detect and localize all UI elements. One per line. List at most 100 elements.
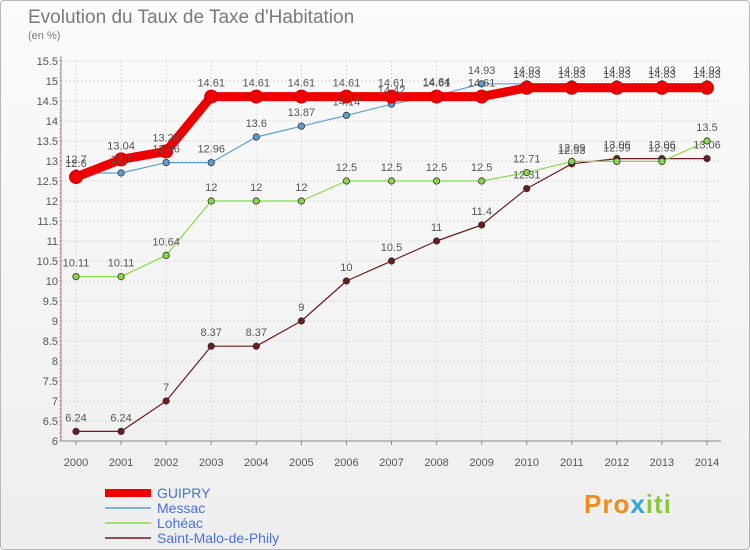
data-label: 14.83 [513, 69, 541, 81]
y-tick-label: 6.5 [43, 416, 58, 428]
x-tick-label: 2014 [695, 457, 719, 469]
data-label: 13.24 [152, 132, 180, 144]
data-label: 14.93 [468, 65, 496, 77]
data-point [207, 159, 215, 167]
x-tick-label: 2006 [334, 457, 358, 469]
data-label: 12.99 [558, 142, 586, 154]
logo-part-1: Pro [584, 489, 631, 519]
data-label: 14.93 [558, 65, 586, 77]
data-label: 6.24 [65, 412, 86, 424]
data-point [117, 427, 125, 435]
data-label: 12.71 [513, 154, 541, 166]
proxiti-logo: Proxiti [584, 489, 672, 520]
data-point [297, 317, 305, 325]
data-point [384, 89, 399, 104]
data-label: 12.93 [558, 145, 586, 157]
data-label: 14.61 [378, 78, 406, 90]
data-label: 13.87 [288, 107, 316, 119]
data-point [387, 257, 396, 265]
data-point [117, 272, 125, 281]
legend-label: Saint-Malo-de-Phily [157, 530, 279, 546]
y-tick-label: 9.5 [43, 296, 58, 308]
data-point [523, 169, 531, 177]
data-point [297, 197, 305, 205]
y-tick-label: 10.5 [37, 256, 58, 268]
data-point [339, 89, 354, 104]
data-label: 13.6 [246, 118, 267, 130]
data-label: 10.11 [108, 258, 135, 270]
data-point [72, 427, 80, 435]
x-tick-label: 2011 [560, 457, 584, 469]
data-point [159, 144, 174, 159]
y-tick-label: 12.5 [37, 176, 58, 188]
y-tick-label: 6 [52, 436, 58, 448]
data-point [478, 221, 486, 229]
data-label: 10.11 [63, 258, 90, 270]
data-point [519, 80, 534, 95]
y-tick-label: 12 [46, 196, 58, 208]
data-point [342, 111, 351, 120]
data-label: 13.5 [696, 122, 717, 134]
data-label: 10 [340, 262, 352, 274]
data-label: 12.96 [152, 144, 180, 156]
data-point [478, 80, 486, 88]
data-label: 11.4 [471, 206, 492, 218]
data-label: 12 [295, 182, 307, 194]
data-point [613, 157, 621, 165]
data-label: 14.83 [558, 69, 586, 81]
data-label: 9 [298, 302, 304, 314]
data-label: 14.14 [333, 96, 361, 108]
data-point [387, 177, 396, 185]
y-tick-label: 7.5 [43, 376, 58, 388]
data-label: 14.93 [603, 65, 631, 77]
data-label: 12.6 [65, 158, 86, 170]
data-label: 14.93 [513, 65, 541, 77]
y-tick-label: 8.5 [43, 336, 58, 348]
data-label: 14.83 [693, 69, 721, 81]
chart-title: Evolution du Taux de Taxe d'Habitation [28, 7, 355, 28]
x-tick-label: 2003 [199, 457, 223, 469]
data-label: 14.61 [468, 78, 496, 90]
data-point [342, 177, 351, 185]
y-tick-label: 15.5 [37, 56, 58, 68]
data-label: 12.99 [648, 142, 676, 154]
legend-label: Messac [157, 500, 205, 516]
legend-label: GUIPRY [157, 485, 211, 501]
data-label: 14.61 [288, 78, 316, 90]
data-label: 7 [163, 382, 169, 394]
data-label: 12.5 [336, 162, 357, 174]
logo-part-2: x [630, 489, 646, 519]
data-label: 13.06 [648, 140, 676, 152]
data-label: 12.99 [603, 142, 631, 154]
y-tick-label: 9 [52, 316, 58, 328]
data-label: 6.24 [110, 412, 131, 424]
data-point [252, 197, 260, 205]
data-label: 10.5 [381, 242, 402, 254]
data-label: 12.5 [471, 162, 492, 174]
data-point [162, 159, 170, 167]
data-label: 14.61 [197, 78, 225, 90]
y-tick-label: 15 [46, 76, 58, 88]
y-tick-label: 8 [52, 356, 58, 368]
x-tick-label: 2000 [64, 457, 88, 469]
data-labels: 6.24 6.24 7 8.37 8.37 9 10 10.5 11 11.4 12.31 12.93… [63, 65, 721, 425]
data-label: 8.37 [246, 327, 267, 339]
data-point [429, 89, 444, 104]
data-label: 11 [431, 222, 442, 234]
data-point [703, 137, 711, 145]
series [69, 80, 714, 435]
data-point [72, 272, 80, 281]
data-point [252, 133, 260, 141]
data-label: 12.31 [513, 170, 541, 182]
data-point [69, 170, 83, 184]
data-point [342, 277, 351, 285]
x-tick-label: 2005 [289, 457, 313, 469]
data-label: 14.61 [333, 78, 361, 90]
data-point [609, 80, 624, 95]
data-label: 12 [205, 182, 217, 194]
data-point [162, 251, 170, 259]
data-point [249, 89, 264, 104]
y-tick-label: 11 [47, 236, 58, 248]
